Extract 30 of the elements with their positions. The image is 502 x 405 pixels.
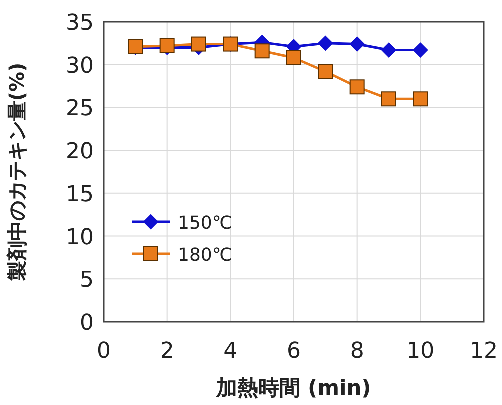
y-tick-label: 0 (80, 311, 94, 336)
legend-label: 150℃ (178, 213, 233, 234)
y-tick-label: 25 (66, 96, 94, 122)
x-tick-label: 12 (470, 339, 498, 364)
x-tick-label: 4 (224, 339, 238, 364)
x-tick-label: 2 (160, 339, 174, 364)
legend-label: 180℃ (178, 245, 233, 266)
point (192, 36, 206, 52)
x-axis-title: 加熱時間 (min) (216, 376, 372, 400)
y-tick-label: 35 (66, 11, 94, 36)
x-tick-label: 0 (97, 339, 111, 364)
point (350, 80, 365, 95)
x-tick-label: 10 (406, 339, 435, 364)
point (350, 36, 365, 52)
y-tick-label: 10 (66, 225, 94, 250)
point (318, 64, 334, 80)
y-tick-label: 5 (80, 268, 94, 294)
y-tick-label: 15 (66, 182, 94, 208)
point (254, 44, 270, 59)
point (382, 42, 396, 58)
y-axis-title: 製剤中のカテキン量(%) (5, 62, 29, 282)
y-tick-label: 20 (66, 140, 94, 165)
x-tick-label: 6 (287, 339, 301, 364)
point (413, 92, 428, 107)
x-tick-label: 8 (350, 339, 364, 364)
point (318, 36, 334, 51)
point (286, 50, 302, 66)
y-tick-label: 30 (66, 54, 94, 79)
point (413, 42, 428, 58)
point (382, 92, 396, 107)
